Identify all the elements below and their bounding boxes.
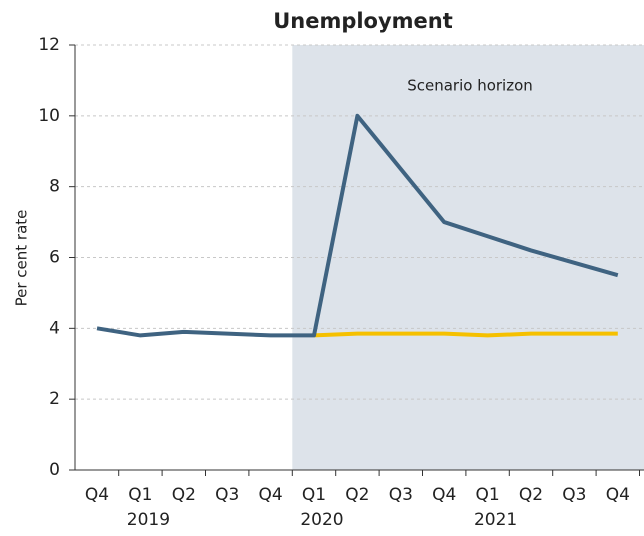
background-layer	[75, 44, 644, 470]
x-tick-label: Q1	[128, 485, 152, 505]
x-tick-label: Q1	[302, 485, 326, 505]
x-tick-label: Q1	[475, 485, 499, 505]
y-tick-label: 8	[49, 177, 60, 197]
x-tick-label: Q3	[389, 485, 413, 505]
x-tick-label: Q3	[215, 485, 239, 505]
y-axis-label: Per cent rate	[13, 210, 31, 307]
x-tick-label: Q2	[172, 485, 196, 505]
x-tick-label: Q4	[432, 485, 456, 505]
y-tick-label: 0	[49, 460, 60, 480]
y-tick-label: 4	[49, 318, 60, 338]
y-tick-label: 6	[49, 248, 60, 268]
series-line	[96, 113, 619, 338]
x-tick-label: Q2	[345, 485, 369, 505]
y-tick-label: 10	[38, 106, 60, 126]
year-label: 2021	[474, 510, 517, 530]
shade-label: Scenario horizon	[407, 77, 533, 95]
x-tick-label: Q3	[562, 485, 586, 505]
x-tick-label: Q4	[606, 485, 630, 505]
y-tick-label: 12	[38, 35, 60, 55]
chart-title: Unemployment	[273, 9, 453, 33]
series-line	[313, 331, 618, 338]
x-tick-label: Q4	[85, 485, 109, 505]
year-label: 2020	[300, 510, 343, 530]
x-tick-label: Q2	[519, 485, 543, 505]
y-tick-label: 2	[49, 389, 60, 409]
year-label: 2019	[127, 510, 170, 530]
x-tick-label: Q4	[258, 485, 282, 505]
